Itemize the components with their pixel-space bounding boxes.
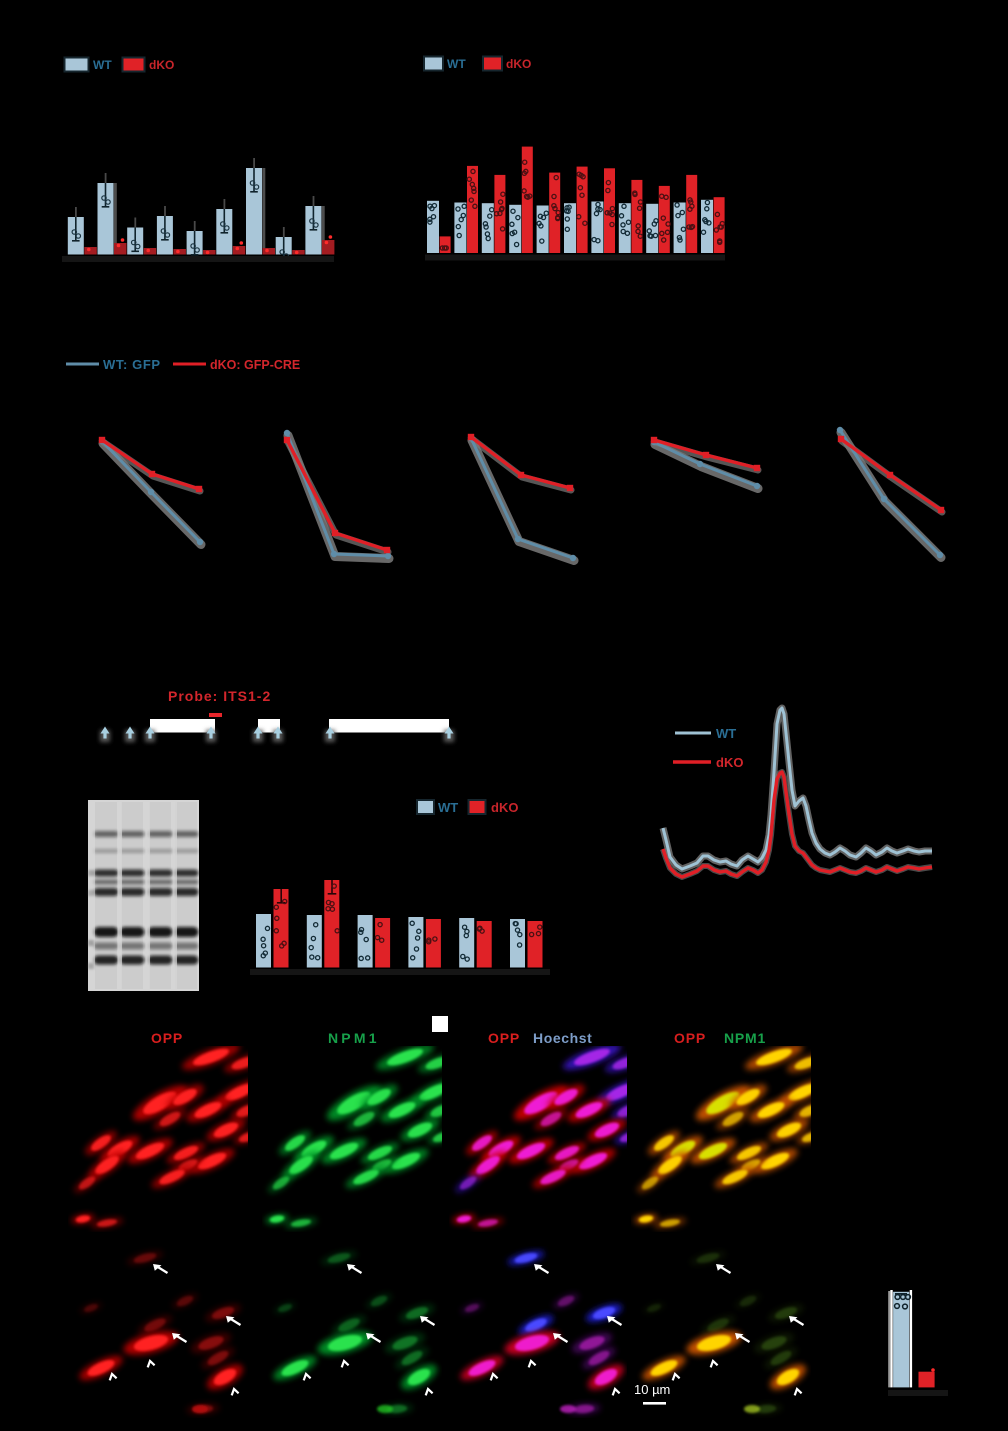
svg-text:WT: WT	[93, 58, 112, 72]
svg-text:NPM1: NPM1	[328, 1030, 380, 1046]
svg-text:WT: GFP: WT: GFP	[103, 357, 161, 372]
svg-text:OPP: OPP	[151, 1030, 183, 1046]
svg-text:OPP: OPP	[488, 1030, 520, 1046]
svg-text:dKO: dKO	[716, 755, 743, 770]
svg-text:Hoechst: Hoechst	[533, 1030, 592, 1046]
svg-text:WT: WT	[716, 726, 736, 741]
svg-text:dKO: dKO	[506, 57, 531, 71]
svg-text:OPP: OPP	[674, 1030, 706, 1046]
svg-text:NPM1: NPM1	[724, 1030, 766, 1046]
svg-text:10 µm: 10 µm	[634, 1382, 670, 1397]
svg-text:dKO: dKO	[491, 800, 518, 815]
svg-text:WT: WT	[438, 800, 458, 815]
svg-text:WT: WT	[447, 57, 466, 71]
svg-text:Probe: ITS1-2: Probe: ITS1-2	[168, 688, 271, 704]
svg-text:dKO: GFP-CRE: dKO: GFP-CRE	[210, 358, 300, 372]
svg-text:dKO: dKO	[149, 58, 174, 72]
